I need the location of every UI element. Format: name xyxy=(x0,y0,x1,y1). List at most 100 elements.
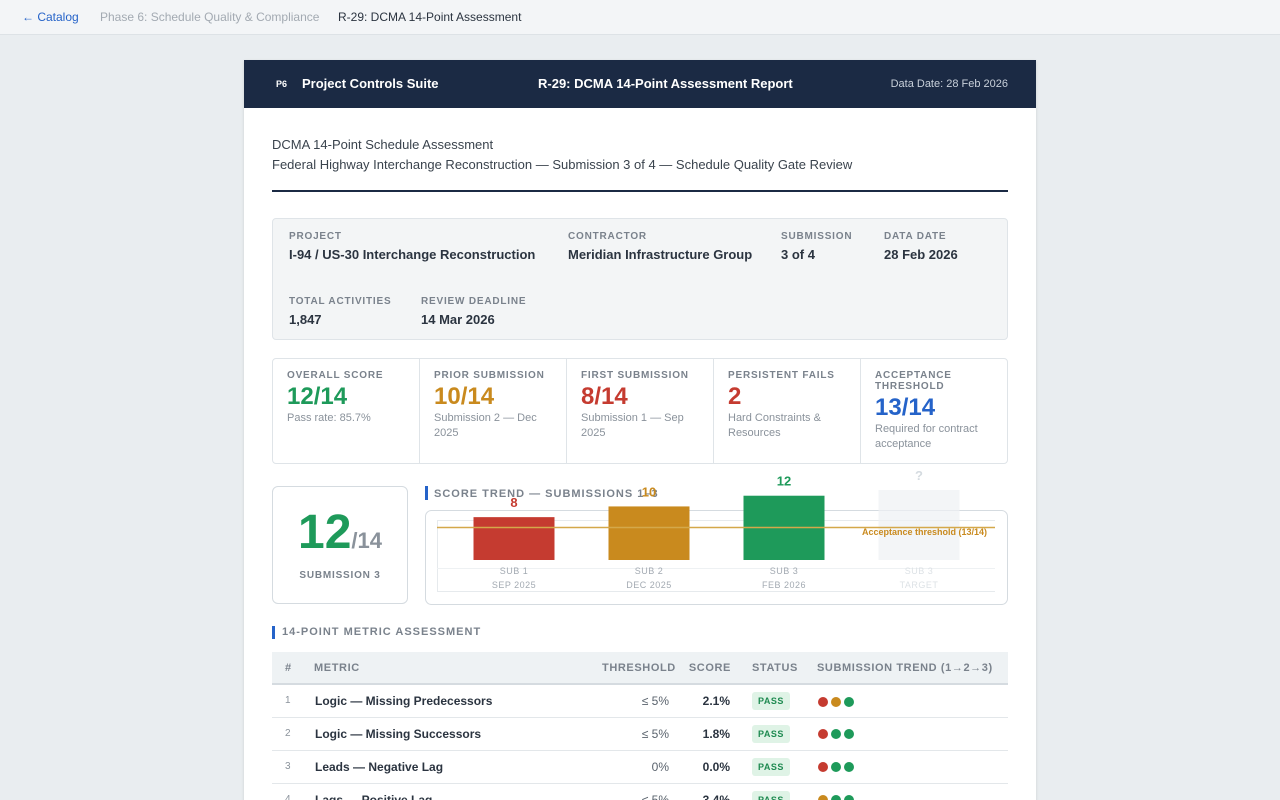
kpi-value: 2 xyxy=(728,383,742,410)
kpi-label: ACCEPTANCE THRESHOLD xyxy=(875,370,952,392)
kpi-value: 13/14 xyxy=(875,394,936,421)
trend-dot xyxy=(831,696,841,707)
value-label: 10 xyxy=(642,484,656,499)
chart-frame xyxy=(425,510,1008,605)
kpi-card: ACCEPTANCE THRESHOLD 13/14 Required for co… xyxy=(861,359,1007,463)
trend-dot xyxy=(818,795,828,800)
column-header: SUBMISSION TREND (1→2→3) xyxy=(817,652,1008,685)
trend-dot xyxy=(844,762,854,773)
x-tick-label: SUB 1 xyxy=(500,566,529,576)
row-number: 1 xyxy=(272,684,314,718)
value-label: 12 xyxy=(777,474,791,489)
table-body: 1 Logic — Missing Predecessors ≤ 5% 2.1% PAS… xyxy=(272,684,1008,800)
status-badge: PASS xyxy=(752,724,790,743)
kpi-card: PRIOR SUBMISSION 10/14 Submission 2 — Dec … xyxy=(420,359,567,463)
kpi-label: PERSISTENT FAILS xyxy=(728,370,835,381)
status-cell: PASS xyxy=(731,717,817,751)
kpi-card: FIRST SUBMISSION 8/14 Submission 1 — Sep 2… xyxy=(567,359,714,463)
trend-dot xyxy=(818,696,828,707)
table-header: # METRIC THRESHOLD SCORE STATUS SUBMISSION TR… xyxy=(272,652,1008,685)
title-accent xyxy=(425,486,428,500)
info-value: 28 Feb 2026 xyxy=(884,247,958,262)
info-value: 14 Mar 2026 xyxy=(421,312,495,327)
trend-chart: SCORE TREND — SUBMISSIONS 1–38 SUB 1 SEP 2… xyxy=(425,470,1008,605)
column-header: # xyxy=(272,652,314,685)
metric-name: Leads — Negative Lag xyxy=(314,750,602,784)
metric-name: Logic — Missing Successors xyxy=(314,717,602,751)
report-title: R-29: DCMA 14-Point Assessment Report xyxy=(538,76,793,91)
kpi-row: OVERALL SCORE 12/14 Pass rate: 85.7% PRIOR … xyxy=(272,358,1008,464)
value-label: ? xyxy=(915,470,923,483)
x-tick-sublabel: TARGET xyxy=(900,580,939,590)
trend-dot xyxy=(818,762,828,773)
row-number: 3 xyxy=(272,750,314,784)
info-field: PROJECT I-94 / US-30 Interchange Reconstr… xyxy=(289,231,535,262)
kpi-label: PRIOR SUBMISSION xyxy=(434,370,545,381)
suite-name: Project Controls Suite xyxy=(302,76,439,91)
rule xyxy=(272,190,1008,192)
score: 2.1% xyxy=(670,684,731,718)
info-label: DATA DATE xyxy=(884,231,947,242)
info-field: REVIEW DEADLINE 14 Mar 2026 xyxy=(421,296,526,327)
column-header: SCORE xyxy=(670,652,731,685)
x-tick-label: SUB 2 xyxy=(635,566,664,576)
report-header: P6 Project Controls Suite R-29: DCMA 14-… xyxy=(244,60,1036,108)
trend-dot xyxy=(818,729,828,740)
kpi-value: 12/14 xyxy=(287,383,348,410)
info-label: CONTRACTOR xyxy=(568,231,647,242)
x-tick-sublabel: FEB 2026 xyxy=(762,580,806,590)
kpi-note: Submission 1 — Sep 2025 xyxy=(581,412,684,439)
info-value: 1,847 xyxy=(289,312,322,327)
breadcrumb-section[interactable]: Phase 6: Schedule Quality & Compliance xyxy=(100,10,320,24)
placeholder-bar xyxy=(878,490,960,560)
kpi-card: PERSISTENT FAILS 2 Hard Constraints & Reso… xyxy=(714,359,861,463)
trend-cell xyxy=(817,684,1008,718)
row-number: 2 xyxy=(272,717,314,751)
score-box: 12/14 SUBMISSION 3 xyxy=(272,486,408,604)
kpi-note: Hard Constraints & Resources xyxy=(728,412,821,439)
kpi-note: Submission 2 — Dec 2025 xyxy=(434,412,537,439)
score: 12/14 xyxy=(273,507,407,570)
x-tick-label: SUB 3 xyxy=(770,566,799,576)
section-title: 14-POINT METRIC ASSESSMENT xyxy=(272,626,481,639)
trend-dot xyxy=(831,729,841,740)
bar xyxy=(608,506,690,560)
back-link[interactable]: ← Catalog xyxy=(22,10,79,24)
threshold: 0% xyxy=(602,750,670,784)
trend-cell xyxy=(817,783,1008,800)
info-value: Meridian Infrastructure Group xyxy=(568,247,753,262)
value-label: 8 xyxy=(510,495,517,510)
kpi-note: Required for contract acceptance xyxy=(875,423,978,450)
column-header: STATUS xyxy=(731,652,817,685)
metric-name: Lags — Positive Lag xyxy=(314,783,602,800)
metric-table: # METRIC THRESHOLD SCORE STATUS SUBMISSION TR… xyxy=(272,652,1008,800)
score: 1.8% xyxy=(670,717,731,751)
kpi-note: Pass rate: 85.7% xyxy=(287,412,371,424)
x-tick-sublabel: DEC 2025 xyxy=(626,580,672,590)
doc-title: DCMA 14-Point Schedule Assessment xyxy=(272,137,494,152)
trend-dot xyxy=(831,795,841,800)
score-label: SUBMISSION 3 xyxy=(299,570,381,581)
score: 0.0% xyxy=(670,750,731,784)
report: P6 Project Controls Suite R-29: DCMA 14-… xyxy=(244,60,1036,800)
row-number: 4 xyxy=(272,783,314,800)
table-row: 3 Leads — Negative Lag 0% 0.0% PASS xyxy=(272,750,1008,784)
project-info: PROJECT I-94 / US-30 Interchange Reconstr… xyxy=(272,218,1008,340)
info-field: SUBMISSION 3 of 4 xyxy=(781,231,852,262)
chart-title: SCORE TREND — SUBMISSIONS 1–3 xyxy=(434,488,659,500)
score-max: /14 xyxy=(351,528,382,553)
info-field: TOTAL ACTIVITIES 1,847 xyxy=(289,296,391,327)
status-badge: PASS xyxy=(752,790,790,800)
trend-dot xyxy=(831,762,841,773)
info-value: I-94 / US-30 Interchange Reconstruction xyxy=(289,247,536,262)
score-value: 12 xyxy=(298,506,352,559)
doc-subtitle: Federal Highway Interchange Reconstructi… xyxy=(272,157,853,172)
kpi-card: OVERALL SCORE 12/14 Pass rate: 85.7% xyxy=(273,359,420,463)
logo: P6 xyxy=(276,79,288,89)
table-row: 4 Lags — Positive Lag ≤ 5% 3.4% PASS xyxy=(272,783,1008,800)
status-cell: PASS xyxy=(731,783,817,800)
kpi-label: FIRST SUBMISSION xyxy=(581,370,689,381)
info-value: 3 of 4 xyxy=(781,247,815,262)
